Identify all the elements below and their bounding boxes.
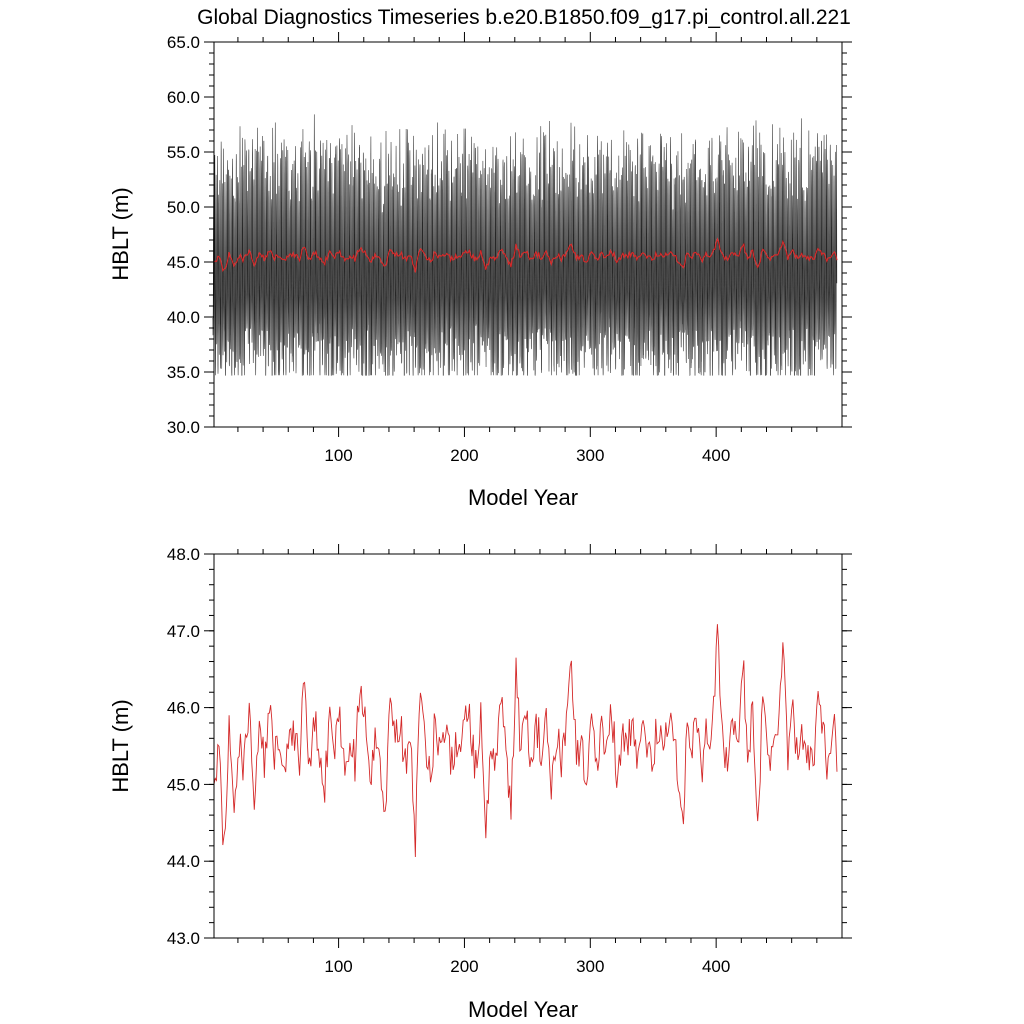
y-tick-label: 43.0: [167, 929, 200, 948]
y-tick-label: 47.0: [167, 622, 200, 641]
y-tick-label: 55.0: [167, 143, 200, 162]
x-tick-label: 300: [576, 957, 604, 976]
y-tick-label: 60.0: [167, 88, 200, 107]
bottom-panel: 43.0 44.0 45.0 46.0 47.0 48.0 100 200 300 400 Mod…: [108, 544, 852, 1022]
bottom-x-axis-label: Model Year: [468, 997, 578, 1022]
x-tick-label: 200: [450, 957, 478, 976]
y-tick-label: 35.0: [167, 363, 200, 382]
y-tick-label: 30.0: [167, 418, 200, 437]
annual-mean-hblt-line: [213, 624, 838, 858]
top-axis-ticks: 30.0 35.0 40.0 45.0 50.0 55.0 60.0 65.0 100 200 30…: [167, 32, 852, 465]
monthly-hblt-line: [212, 114, 838, 377]
bottom-plot-series: [213, 624, 838, 858]
x-tick-label: 200: [450, 446, 478, 465]
y-tick-label: 48.0: [167, 545, 200, 564]
figure-title: Global Diagnostics Timeseries b.e20.B185…: [197, 6, 851, 29]
x-tick-label: 100: [324, 957, 352, 976]
bottom-plot-frame: [213, 553, 843, 939]
x-tick-label: 300: [576, 446, 604, 465]
y-tick-label: 65.0: [167, 33, 200, 52]
y-tick-label: 45.0: [167, 775, 200, 794]
y-tick-label: 50.0: [167, 198, 200, 217]
bottom-axis-ticks: 43.0 44.0 45.0 46.0 47.0 48.0 100 200 300 400: [167, 544, 852, 976]
y-tick-label: 45.0: [167, 253, 200, 272]
bottom-y-axis-label: HBLT (m): [108, 699, 133, 792]
top-panel: 30.0 35.0 40.0 45.0 50.0 55.0 60.0 65.0 100 200 30…: [108, 32, 852, 510]
y-tick-label: 40.0: [167, 308, 200, 327]
annual-mean-hblt-line-overlay: [213, 237, 838, 273]
top-y-axis-label: HBLT (m): [108, 187, 133, 280]
x-tick-label: 100: [324, 446, 352, 465]
top-plot-frame: [213, 41, 843, 428]
x-tick-label: 400: [702, 446, 730, 465]
y-tick-label: 46.0: [167, 699, 200, 718]
y-tick-label: 44.0: [167, 852, 200, 871]
x-tick-label: 400: [702, 957, 730, 976]
top-plot-series: [212, 114, 838, 377]
top-x-axis-label: Model Year: [468, 485, 578, 510]
